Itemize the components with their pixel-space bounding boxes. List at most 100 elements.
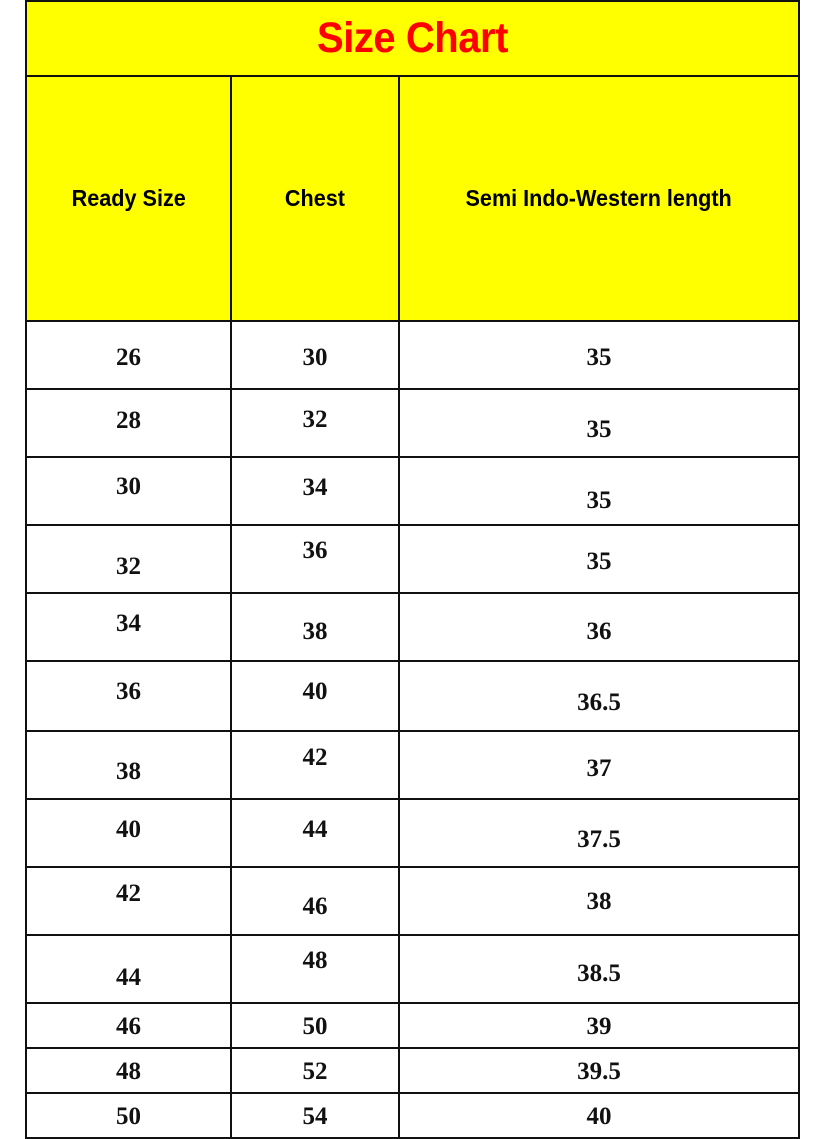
table-row: 28 32 35	[25, 388, 800, 458]
cell-value: 38.5	[577, 959, 621, 987]
cell-value: 35	[586, 415, 612, 443]
cell-value: 32	[116, 552, 141, 580]
table-row: 38 42 37	[25, 730, 800, 800]
chart-title-cell: Size Chart	[25, 0, 800, 77]
cell-value: 40	[116, 815, 141, 843]
cell-ready-size: 42	[25, 866, 232, 936]
cell-length: 40	[398, 1092, 800, 1139]
cell-value: 30	[302, 343, 328, 371]
cell-ready-size: 28	[25, 388, 232, 458]
cell-chest: 38	[230, 592, 400, 662]
cell-ready-size: 40	[25, 798, 232, 868]
cell-value: 48	[116, 1058, 141, 1085]
column-header-chest-label: Chest	[284, 185, 346, 211]
cell-chest: 54	[230, 1092, 400, 1139]
cell-value: 36	[116, 677, 141, 705]
cell-length: 35	[398, 524, 800, 594]
cell-length: 35	[398, 320, 800, 390]
table-row: 30 34 35	[25, 456, 800, 526]
cell-chest: 42	[230, 730, 400, 800]
cell-value: 44	[302, 815, 328, 843]
cell-value: 36	[586, 617, 612, 645]
table-row: 32 36 35	[25, 524, 800, 594]
cell-value: 26	[116, 343, 141, 371]
cell-ready-size: 26	[25, 320, 232, 390]
cell-value: 52	[302, 1058, 328, 1085]
cell-chest: 50	[230, 1002, 400, 1049]
cell-value: 54	[302, 1103, 328, 1130]
column-header-row: Ready Size Chest Semi Indo-Western lengt…	[25, 75, 800, 322]
cell-value: 39	[586, 1013, 612, 1040]
column-header-length-label: Semi Indo-Western length	[465, 185, 733, 211]
cell-chest: 46	[230, 866, 400, 936]
cell-length: 36	[398, 592, 800, 662]
table-row: 46 50 39	[25, 1002, 800, 1049]
cell-value: 38	[116, 757, 141, 785]
column-header-chest: Chest	[230, 75, 400, 322]
cell-value: 32	[302, 405, 328, 433]
table-row: 42 46 38	[25, 866, 800, 936]
size-chart-table: Size Chart Ready Size Chest Semi Indo-We…	[25, 0, 800, 1139]
cell-ready-size: 30	[25, 456, 232, 526]
cell-value: 28	[116, 406, 141, 434]
cell-value: 39.5	[577, 1058, 621, 1085]
cell-chest: 52	[230, 1047, 400, 1094]
cell-value: 36.5	[577, 688, 621, 716]
cell-ready-size: 34	[25, 592, 232, 662]
cell-value: 44	[116, 963, 141, 991]
cell-value: 34	[302, 473, 328, 501]
cell-value: 48	[302, 946, 328, 974]
cell-value: 46	[116, 1013, 141, 1040]
table-row: 44 48 38.5	[25, 934, 800, 1004]
column-header-length: Semi Indo-Western length	[398, 75, 800, 322]
table-body: 26 30 35 28 32 35 30 34 35 32 36 35 34	[25, 320, 800, 1139]
cell-chest: 30	[230, 320, 400, 390]
cell-chest: 44	[230, 798, 400, 868]
title-row: Size Chart	[25, 0, 800, 77]
cell-length: 35	[398, 456, 800, 526]
cell-value: 38	[302, 617, 328, 645]
cell-chest: 40	[230, 660, 400, 732]
cell-value: 30	[116, 472, 141, 500]
cell-length: 37.5	[398, 798, 800, 868]
cell-chest: 36	[230, 524, 400, 594]
cell-chest: 32	[230, 388, 400, 458]
table-row: 26 30 35	[25, 320, 800, 390]
cell-ready-size: 48	[25, 1047, 232, 1094]
table-row: 34 38 36	[25, 592, 800, 662]
cell-value: 40	[302, 677, 328, 705]
cell-value: 50	[302, 1013, 328, 1040]
table-row: 40 44 37.5	[25, 798, 800, 868]
cell-value: 42	[116, 879, 141, 907]
cell-value: 38	[586, 887, 612, 915]
column-header-ready-size: Ready Size	[25, 75, 232, 322]
cell-length: 38	[398, 866, 800, 936]
cell-value: 36	[302, 536, 328, 564]
cell-length: 39	[398, 1002, 800, 1049]
cell-value: 42	[302, 743, 328, 771]
cell-value: 37	[586, 754, 612, 782]
cell-value: 35	[586, 343, 612, 371]
cell-value: 40	[586, 1103, 612, 1130]
cell-ready-size: 36	[25, 660, 232, 732]
cell-value: 35	[586, 486, 612, 514]
cell-value: 46	[302, 892, 328, 920]
table-row: 36 40 36.5	[25, 660, 800, 732]
cell-length: 37	[398, 730, 800, 800]
cell-chest: 48	[230, 934, 400, 1004]
cell-ready-size: 38	[25, 730, 232, 800]
cell-length: 38.5	[398, 934, 800, 1004]
column-header-ready-size-label: Ready Size	[71, 185, 186, 211]
cell-ready-size: 46	[25, 1002, 232, 1049]
cell-value: 50	[116, 1103, 141, 1130]
table-row: 50 54 40	[25, 1092, 800, 1139]
cell-length: 36.5	[398, 660, 800, 732]
table-row: 48 52 39.5	[25, 1047, 800, 1094]
cell-value: 35	[586, 547, 612, 575]
cell-value: 37.5	[577, 825, 621, 853]
cell-value: 34	[116, 609, 141, 637]
table-head: Size Chart Ready Size Chest Semi Indo-We…	[25, 0, 800, 322]
cell-length: 35	[398, 388, 800, 458]
cell-ready-size: 44	[25, 934, 232, 1004]
